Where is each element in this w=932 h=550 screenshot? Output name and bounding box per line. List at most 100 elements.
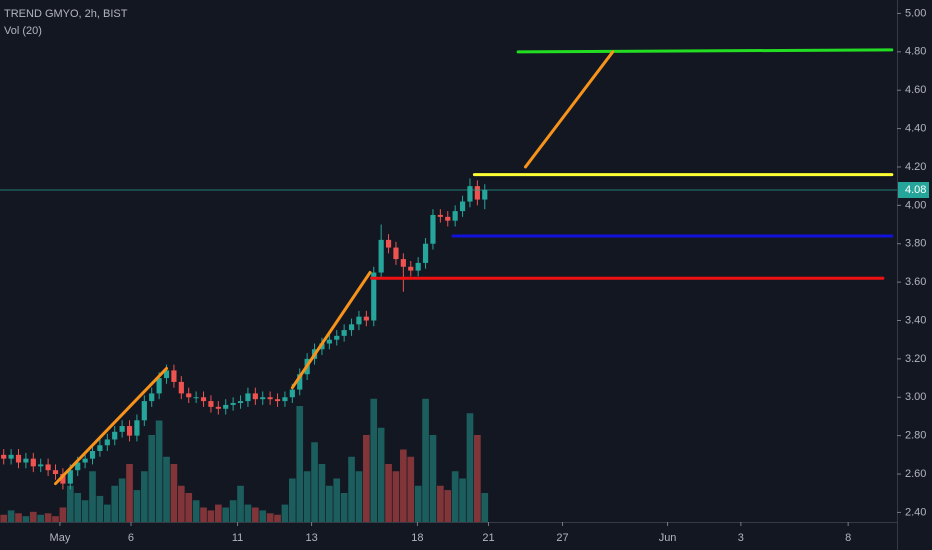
- volume-bar: [259, 510, 267, 522]
- volume-bar: [126, 464, 133, 522]
- candle-body: [282, 397, 288, 402]
- candle-body: [422, 243, 429, 263]
- candle-body: [341, 330, 347, 336]
- volume-bar: [29, 511, 37, 522]
- volume-bar: [444, 490, 452, 522]
- volume-bar: [111, 485, 119, 522]
- volume-bar: [118, 478, 126, 522]
- candle-body: [297, 374, 303, 390]
- candle-body: [178, 381, 184, 394]
- candle-body: [230, 403, 236, 405]
- candle-body: [82, 458, 88, 463]
- volume-bar: [437, 485, 444, 522]
- candle-body: [445, 216, 451, 221]
- y-tick-label: 2.40: [905, 506, 926, 518]
- candle-body: [89, 450, 96, 459]
- volume-bar: [422, 398, 429, 522]
- volume-bar: [451, 471, 459, 522]
- candle-body: [97, 445, 103, 451]
- volume-bar: [89, 471, 96, 522]
- candle-body: [356, 316, 362, 325]
- candle-body: [186, 393, 192, 398]
- candle-body: [326, 339, 332, 344]
- volume-bar: [229, 500, 237, 522]
- candle-body: [378, 239, 384, 273]
- last-price-box: [898, 181, 929, 198]
- volume-bar: [37, 514, 45, 522]
- volume-bar: [177, 485, 185, 522]
- drawing-line: [516, 48, 894, 54]
- volume-bar: [289, 478, 296, 522]
- candle-body: [260, 397, 266, 400]
- candle-body: [467, 186, 473, 202]
- volume-bar: [370, 398, 378, 522]
- volume-bar: [266, 513, 274, 522]
- volume-bar: [281, 504, 289, 522]
- volume-bar: [333, 478, 341, 522]
- candle-body: [30, 458, 36, 467]
- volume-bar: [303, 471, 311, 522]
- volume-bar: [340, 493, 348, 522]
- y-tick-label: 3.80: [905, 238, 926, 250]
- y-tick-label: 5.00: [905, 7, 926, 19]
- y-tick-label: 4.40: [905, 122, 926, 134]
- drawing-line: [290, 271, 372, 390]
- last-price-label: 4.08: [905, 184, 926, 196]
- candle-body: [474, 186, 480, 200]
- volume-bar: [400, 449, 407, 522]
- volume-bar: [185, 493, 193, 522]
- candle-body: [223, 404, 229, 409]
- volume-bar: [81, 500, 89, 522]
- candle-body: [60, 474, 66, 484]
- candle-body: [15, 454, 22, 463]
- volume-bar: [326, 485, 333, 522]
- candle-body: [482, 189, 488, 200]
- candle-body: [75, 462, 81, 471]
- chart-title: TREND GMYO, 2h, BIST: [4, 8, 128, 20]
- candle-body: [126, 426, 133, 436]
- volume-bar: [481, 493, 489, 522]
- candle-body: [452, 211, 458, 221]
- candle-body: [8, 454, 14, 459]
- volume-bar: [296, 406, 304, 522]
- volume-bar: [148, 435, 156, 522]
- candle-body: [245, 393, 251, 402]
- volume-bar: [474, 435, 481, 522]
- candle-body: [208, 401, 214, 407]
- volume-bar: [363, 435, 370, 522]
- volume-bar: [407, 456, 415, 522]
- candle-body: [215, 406, 221, 409]
- volume-bar: [103, 504, 111, 522]
- x-tick-label: 18: [411, 532, 423, 544]
- volume-bar: [155, 420, 163, 522]
- y-tick-label: 2.80: [905, 430, 926, 442]
- candle-body: [430, 214, 436, 244]
- candle-body: [149, 393, 155, 402]
- y-tick-label: 2.60: [905, 468, 926, 480]
- candle-body: [67, 470, 73, 484]
- candle-body: [415, 262, 421, 271]
- volume-bar: [200, 507, 207, 522]
- candle-body: [459, 201, 466, 212]
- volume-bar: [0, 514, 8, 522]
- candle-body: [200, 397, 207, 402]
- y-tick-label: 4.20: [905, 161, 926, 173]
- volume-bar: [207, 510, 215, 522]
- candle-body: [134, 420, 140, 436]
- volume-bar: [22, 516, 30, 522]
- volume-bar: [244, 504, 252, 522]
- volume-bar: [222, 507, 230, 522]
- candle-body: [393, 247, 399, 260]
- candle-body: [371, 272, 377, 321]
- volume-bar: [52, 516, 59, 522]
- volume-bar: [414, 485, 422, 522]
- x-tick-label: 3: [738, 532, 744, 544]
- volume-bar: [318, 464, 326, 522]
- candle-body: [112, 431, 118, 440]
- y-tick-label: 4.80: [905, 46, 926, 58]
- y-tick-label: 3.00: [905, 391, 926, 403]
- x-tick-label: 27: [556, 532, 568, 544]
- volume-bar: [7, 510, 15, 522]
- candle-body: [437, 214, 443, 217]
- drawing-line: [54, 366, 169, 486]
